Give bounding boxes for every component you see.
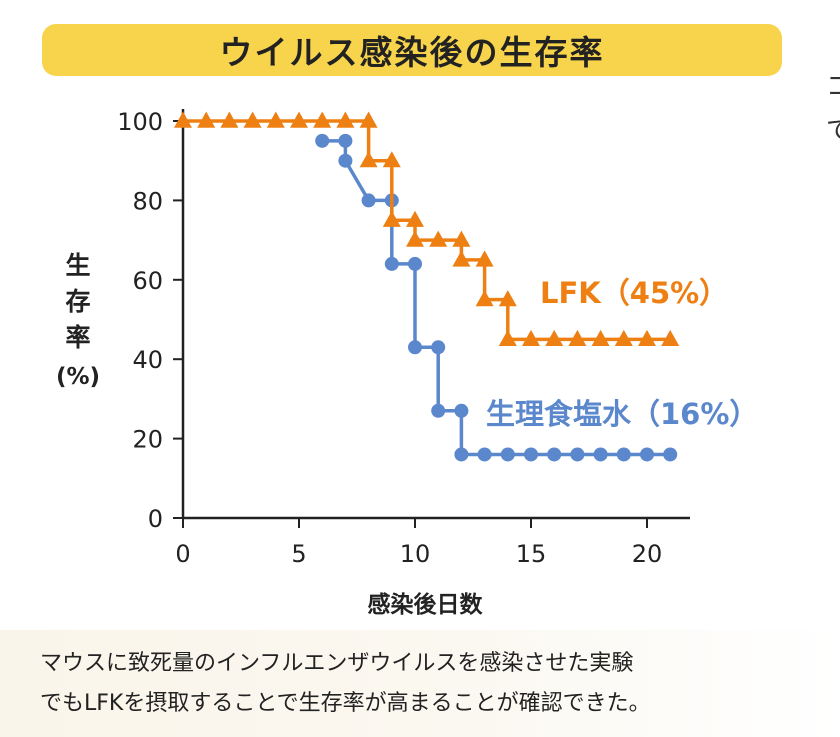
- data-point-circle: [454, 447, 469, 462]
- clipped-edge-text-1: コ: [826, 72, 840, 102]
- data-point-circle: [338, 153, 353, 168]
- data-point-triangle: [452, 230, 471, 247]
- y-axis-label-char: 生: [65, 251, 90, 280]
- data-point-triangle: [197, 111, 216, 128]
- data-point-circle: [408, 256, 422, 271]
- y-tick-label: 40: [132, 346, 163, 374]
- data-point-circle: [384, 256, 399, 271]
- x-tick-label: 10: [400, 540, 431, 568]
- data-point-circle: [500, 447, 515, 462]
- data-point-circle: [570, 447, 585, 462]
- data-point-circle: [454, 403, 469, 418]
- y-axis-ticks: 0 20 40 60 80 100: [117, 108, 183, 533]
- data-point-circle: [431, 403, 446, 418]
- y-axis-label-char: 率: [65, 323, 90, 352]
- data-point-triangle: [220, 111, 239, 128]
- data-point-triangle: [382, 210, 401, 227]
- data-point-circle: [361, 193, 376, 208]
- chart-title: ウイルス感染後の生存率: [219, 33, 605, 72]
- data-point-triangle: [475, 290, 494, 307]
- data-point-triangle: [290, 111, 308, 128]
- y-axis-label-char: (%): [56, 364, 100, 390]
- data-point-triangle: [498, 329, 517, 346]
- data-point-triangle: [243, 111, 262, 128]
- data-point-circle: [616, 447, 631, 462]
- data-point-triangle: [452, 250, 471, 267]
- x-axis-ticks: 0 5 10 15 20: [175, 518, 662, 568]
- data-point-circle: [593, 447, 608, 462]
- data-point-circle: [408, 340, 422, 355]
- caption-line-2: でもLFKを摂取することで生存率が高まることが確認できた。: [40, 691, 651, 716]
- y-tick-label: 20: [132, 426, 163, 454]
- data-point-triangle: [475, 250, 494, 267]
- y-tick-label: 60: [132, 267, 163, 295]
- caption: マウスに致死量のインフルエンザウイルスを感染させた実験 でもLFKを摂取すること…: [40, 644, 830, 724]
- data-point-circle: [315, 133, 330, 148]
- data-point-circle: [524, 447, 538, 462]
- caption-line-1: マウスに致死量のインフルエンザウイルスを感染させた実験: [40, 651, 634, 676]
- x-tick-label: 5: [291, 540, 306, 568]
- x-tick-label: 20: [632, 540, 663, 568]
- data-point-triangle: [313, 111, 332, 128]
- x-tick-label: 15: [516, 540, 547, 568]
- caption-background: [0, 630, 840, 737]
- series-line: [183, 119, 671, 342]
- data-point-triangle: [406, 230, 424, 247]
- x-axis-label: 感染後日数: [368, 591, 484, 618]
- data-point-triangle: [568, 329, 587, 346]
- x-tick-label: 0: [175, 540, 190, 568]
- series-saline: [315, 133, 678, 462]
- data-point-circle: [663, 447, 678, 462]
- legend-saline-label: 生理食塩水（16%）: [486, 397, 758, 431]
- data-point-circle: [431, 340, 446, 355]
- data-point-triangle: [266, 111, 285, 128]
- data-point-circle: [477, 447, 492, 462]
- data-point-circle: [338, 133, 353, 148]
- data-point-triangle: [174, 111, 192, 128]
- chart-axes: [181, 109, 690, 520]
- data-point-triangle: [545, 329, 564, 346]
- data-point-circle: [547, 447, 562, 462]
- data-point-triangle: [661, 329, 680, 346]
- data-point-circle: [640, 447, 654, 462]
- y-axis-label: 生存率 (%): [56, 251, 100, 390]
- y-axis-label-char: 存: [65, 287, 90, 316]
- data-point-triangle: [382, 151, 401, 168]
- data-point-triangle: [359, 151, 378, 168]
- data-point-triangle: [336, 111, 355, 128]
- chart-title-bar: ウイルス感染後の生存率: [42, 24, 782, 76]
- data-point-triangle: [638, 329, 656, 346]
- y-tick-label: 80: [132, 187, 163, 215]
- data-point-triangle: [591, 329, 610, 346]
- y-tick-label: 100: [117, 108, 163, 136]
- data-point-triangle: [406, 210, 424, 227]
- y-tick-label: 0: [148, 505, 163, 533]
- survival-chart: 0 5 10 15 20 0 20 40 60 80 100 生存率 (%) 感染後日数 LFK（4…: [56, 108, 758, 618]
- data-point-triangle: [359, 111, 378, 128]
- series-lfk: [174, 111, 680, 346]
- data-point-triangle: [614, 329, 633, 346]
- data-point-triangle: [522, 329, 540, 346]
- legend-lfk-label: LFK（45%）: [540, 276, 728, 310]
- clipped-edge-text-2: で: [826, 116, 840, 146]
- data-point-triangle: [498, 290, 517, 307]
- data-point-triangle: [429, 230, 448, 247]
